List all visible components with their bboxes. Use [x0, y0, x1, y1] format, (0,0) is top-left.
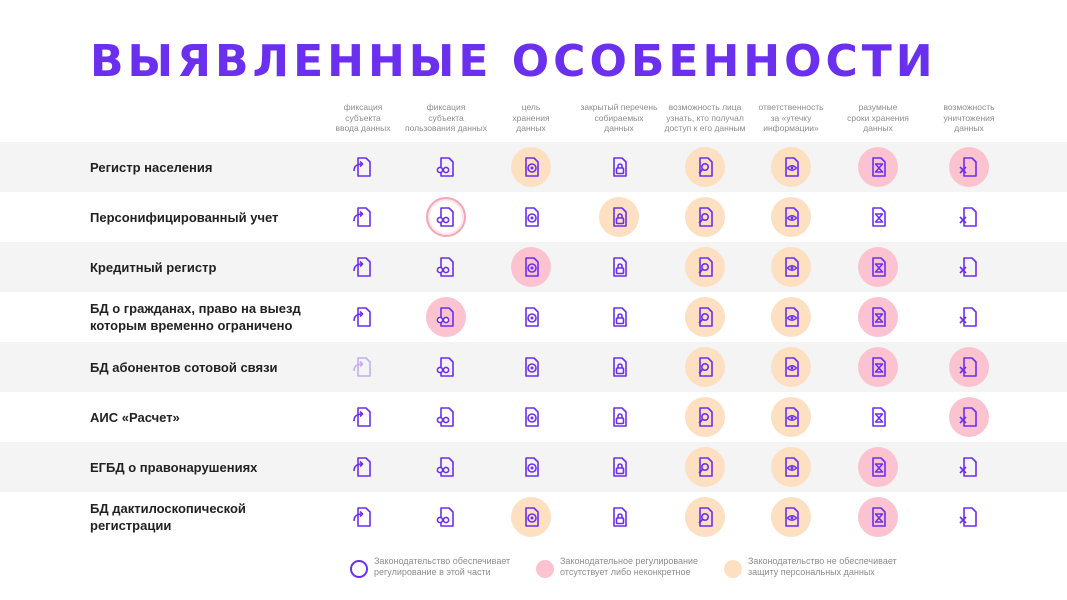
page-title: ВЫЯВЛЕННЫЕ ОСОБЕННОСТИ [90, 36, 937, 87]
table-row: Персонифицированный учет [0, 192, 1067, 242]
status-cell-orange [771, 197, 811, 237]
status-cell-ok [599, 347, 639, 387]
table-row: Регистр населения [0, 142, 1067, 192]
legend-text: Законодательное регулирование отсутствуе… [560, 556, 699, 577]
status-cell-orange [771, 347, 811, 387]
status-cell-orange [685, 347, 725, 387]
status-cell-orange [685, 197, 725, 237]
row-label: БД о гражданах, право на выезд которым в… [90, 301, 301, 333]
legend-text: Законодательство обеспечивает регулирова… [374, 556, 511, 577]
row-label: ЕГБД о правонарушениях [90, 459, 258, 475]
legend-swatch-orange [724, 560, 742, 578]
status-cell-ok [343, 397, 383, 437]
status-cell-ok [343, 447, 383, 487]
status-cell-orange [771, 397, 811, 437]
row-label: АИС «Расчет» [90, 409, 180, 425]
status-cell-ok [858, 397, 898, 437]
status-cell-pink [511, 247, 551, 287]
status-cell-ok [949, 497, 989, 537]
row-label: Кредитный регистр [90, 259, 217, 275]
row-label: БД абонентов сотовой связи [90, 359, 278, 375]
status-cell-orange [511, 497, 551, 537]
status-cell-orange [685, 247, 725, 287]
status-cell-pink [858, 347, 898, 387]
status-cell-ok [858, 197, 898, 237]
status-cell-ok [511, 447, 551, 487]
row-label: Персонифицированный учет [90, 209, 279, 225]
table-row: БД абонентов сотовой связи [0, 342, 1067, 392]
status-cell-ok [426, 147, 466, 187]
status-cell-ok [511, 347, 551, 387]
status-cell-ok [599, 397, 639, 437]
status-cell-ok [511, 397, 551, 437]
status-cell-pink [858, 247, 898, 287]
status-cell-pink [858, 497, 898, 537]
table-row: ЕГБД о правонарушениях [0, 442, 1067, 492]
status-cell-ok [343, 247, 383, 287]
status-cell-ok [511, 197, 551, 237]
status-cell-faded [343, 347, 383, 387]
table-row: Кредитный регистр [0, 242, 1067, 292]
column-header: ответственность за «утечку информации» [758, 102, 824, 133]
status-cell-ok [343, 147, 383, 187]
column-header: цель хранения данных [512, 102, 550, 133]
column-header: фиксация субъекта пользования данных [404, 102, 488, 133]
status-cell-pink [858, 297, 898, 337]
status-cell-ok [599, 447, 639, 487]
legend-swatch-pink [536, 560, 554, 578]
status-cell-orange [685, 397, 725, 437]
status-cell-ok [343, 197, 383, 237]
table-row: БД дактилоскопической регистрации [0, 492, 1067, 542]
status-cell-orange [771, 497, 811, 537]
status-cell-pink [426, 297, 466, 337]
row-label: БД дактилоскопической регистрации [90, 501, 246, 533]
table-row: АИС «Расчет» [0, 392, 1067, 442]
status-cell-ok [949, 197, 989, 237]
status-cell-ok [426, 447, 466, 487]
column-header: возможность лица узнать, кто получал дос… [664, 102, 746, 133]
status-cell-pink [949, 347, 989, 387]
status-cell-ok [599, 497, 639, 537]
status-cell-orange [771, 447, 811, 487]
column-header: возможность уничтожения данных [943, 102, 995, 133]
status-cell-pink [858, 147, 898, 187]
status-cell-ok [426, 347, 466, 387]
status-cell-ok [949, 447, 989, 487]
column-header: закрытый перечень собираемых данных [580, 102, 658, 133]
status-cell-ok [343, 297, 383, 337]
status-cell-orange [685, 447, 725, 487]
status-cell-orange [599, 197, 639, 237]
status-cell-ring [426, 197, 466, 237]
status-cell-pink [949, 147, 989, 187]
status-cell-orange [771, 147, 811, 187]
status-cell-ok [949, 297, 989, 337]
column-header: разумные сроки хранения данных [847, 102, 909, 133]
status-cell-pink [858, 447, 898, 487]
status-cell-orange [685, 297, 725, 337]
status-cell-orange [685, 147, 725, 187]
legend-swatch-ok [350, 560, 368, 578]
status-cell-ok [599, 247, 639, 287]
legend-text: Законодательство не обеспечивает защиту … [748, 556, 897, 577]
status-cell-ok [426, 247, 466, 287]
status-cell-ok [343, 497, 383, 537]
status-cell-orange [771, 247, 811, 287]
status-cell-ok [949, 247, 989, 287]
status-cell-ok [511, 297, 551, 337]
status-cell-pink [949, 397, 989, 437]
status-cell-ok [426, 497, 466, 537]
status-cell-ok [426, 397, 466, 437]
table-row: БД о гражданах, право на выезд которым в… [0, 292, 1067, 342]
status-cell-orange [685, 497, 725, 537]
status-cell-orange [511, 147, 551, 187]
status-cell-ok [599, 297, 639, 337]
row-label: Регистр населения [90, 159, 213, 175]
column-header: фиксация субъекта ввода данных [335, 102, 391, 133]
status-cell-orange [771, 297, 811, 337]
status-cell-ok [599, 147, 639, 187]
